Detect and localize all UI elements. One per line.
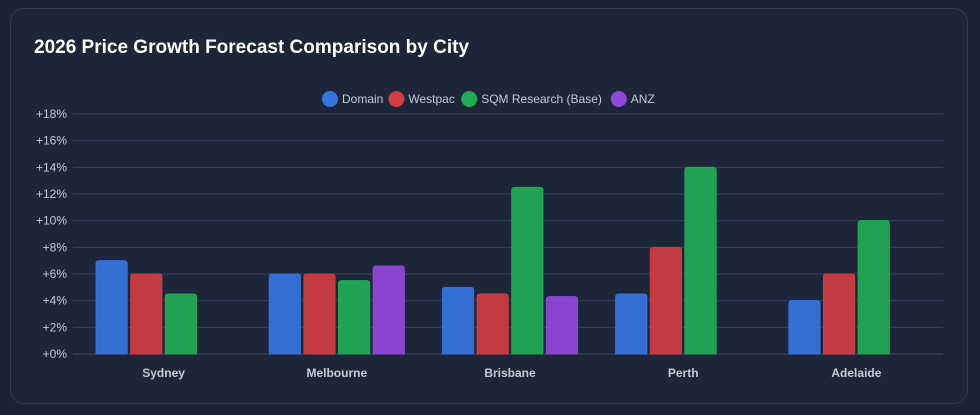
legend-swatch[interactable] <box>322 91 338 107</box>
bar-sqm-research-base-adelaide[interactable] <box>857 220 890 355</box>
legend-label[interactable]: SQM Research (Base) <box>481 92 602 106</box>
y-tick-label: +2% <box>43 320 68 334</box>
chart-title: 2026 Price Growth Forecast Comparison by… <box>34 37 470 58</box>
bar-domain-adelaide[interactable] <box>788 300 821 355</box>
bar-westpac-adelaide[interactable] <box>822 273 856 355</box>
y-tick-label: +0% <box>43 347 68 361</box>
x-tick-label: Sydney <box>142 366 185 380</box>
bar-anz-brisbane[interactable] <box>545 296 579 355</box>
x-tick-label: Perth <box>668 366 699 380</box>
bar-sqm-research-base-sydney[interactable] <box>164 293 198 355</box>
bar-sqm-research-base-perth[interactable] <box>684 166 717 355</box>
bar-sqm-research-base-brisbane[interactable] <box>511 186 544 355</box>
legend-label[interactable]: Westpac <box>408 92 454 106</box>
bar-sqm-research-base-melbourne[interactable] <box>338 280 371 355</box>
y-tick-label: +8% <box>43 240 68 254</box>
y-tick-label: +4% <box>43 294 68 308</box>
bar-westpac-sydney[interactable] <box>130 273 163 355</box>
y-tick-label: +14% <box>36 160 67 174</box>
x-tick-label: Melbourne <box>306 366 367 380</box>
legend-label[interactable]: Domain <box>342 92 383 106</box>
y-tick-label: +12% <box>36 187 67 201</box>
y-tick-label: +18% <box>36 107 67 121</box>
x-tick-label: Adelaide <box>831 366 881 380</box>
y-tick-label: +16% <box>36 134 67 148</box>
bar-westpac-melbourne[interactable] <box>303 273 336 355</box>
bar-domain-brisbane[interactable] <box>441 286 475 355</box>
legend-label[interactable]: ANZ <box>631 92 655 106</box>
bar-anz-melbourne[interactable] <box>372 265 405 355</box>
legend-swatch[interactable] <box>388 91 405 107</box>
bar-westpac-brisbane[interactable] <box>476 293 509 355</box>
y-tick-label: +6% <box>43 267 68 281</box>
bar-domain-melbourne[interactable] <box>268 273 301 355</box>
bar-westpac-perth[interactable] <box>649 246 682 355</box>
x-tick-label: Brisbane <box>484 366 536 380</box>
legend-swatch[interactable] <box>610 91 627 107</box>
y-tick-label: +10% <box>36 214 67 228</box>
legend-swatch[interactable] <box>461 91 478 107</box>
bar-domain-sydney[interactable] <box>95 260 128 355</box>
bar-domain-perth[interactable] <box>615 293 648 355</box>
